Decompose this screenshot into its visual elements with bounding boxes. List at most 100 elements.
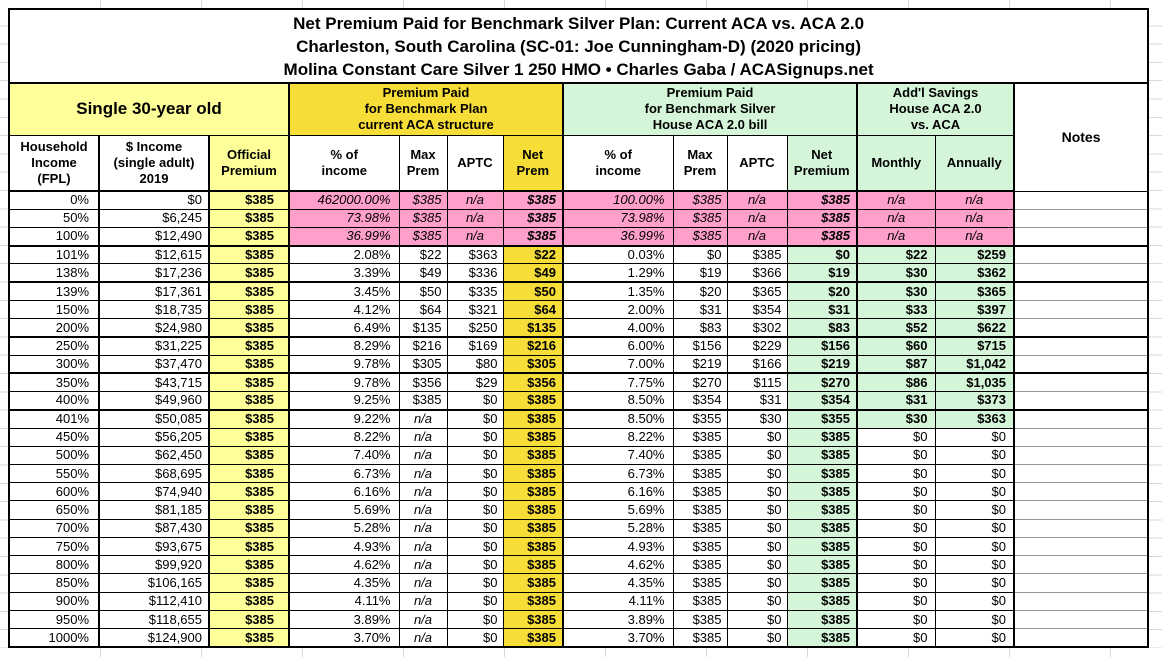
cell-official[interactable]: $385: [208, 609, 290, 630]
cell-aca20-max[interactable]: $354: [672, 391, 728, 411]
cell-income[interactable]: $31,225: [98, 336, 210, 356]
cell-aca-aptc[interactable]: $0: [446, 628, 504, 648]
cell-aca20-net[interactable]: $355: [786, 409, 858, 429]
cell-savings-monthly[interactable]: $52: [856, 318, 936, 338]
cell-aca-aptc[interactable]: $0: [446, 555, 504, 575]
cell-aca-net[interactable]: $385: [502, 427, 564, 447]
column-header-aca-pct-of-income[interactable]: % of income: [288, 134, 400, 192]
cell-aca-net[interactable]: $385: [502, 536, 564, 557]
cell-income[interactable]: $93,675: [98, 536, 210, 557]
cell-savings-annually[interactable]: $0: [934, 591, 1015, 611]
cell-savings-annually[interactable]: n/a: [934, 190, 1015, 210]
cell-aca-max[interactable]: n/a: [398, 482, 448, 502]
cell-income[interactable]: $24,980: [98, 318, 210, 338]
cell-official[interactable]: $385: [208, 318, 290, 338]
cell-official[interactable]: $385: [208, 245, 290, 265]
cell-aca-aptc[interactable]: $363: [446, 245, 504, 265]
cell-aca-pct[interactable]: 4.12%: [288, 299, 400, 320]
cell-notes[interactable]: [1012, 409, 1149, 429]
cell-aca20-net[interactable]: $385: [786, 482, 858, 502]
cell-aca-aptc[interactable]: $0: [446, 518, 504, 538]
cell-official[interactable]: $385: [208, 573, 290, 593]
cell-notes[interactable]: [1012, 336, 1149, 356]
cell-aca-net[interactable]: $385: [502, 391, 564, 411]
cell-aca20-net[interactable]: $385: [786, 628, 858, 648]
column-header-aca20-pct-of-income[interactable]: % of income: [562, 134, 674, 192]
cell-aca-pct[interactable]: 9.22%: [288, 409, 400, 429]
cell-aca20-max[interactable]: $355: [672, 409, 728, 429]
cell-aca20-net[interactable]: $219: [786, 354, 858, 375]
cell-savings-monthly[interactable]: $0: [856, 482, 936, 502]
cell-aca20-max[interactable]: $385: [672, 500, 728, 520]
cell-aca20-aptc[interactable]: $31: [726, 391, 788, 411]
cell-aca20-net[interactable]: $270: [786, 372, 858, 393]
cell-official[interactable]: $385: [208, 372, 290, 393]
cell-fpl[interactable]: 700%: [8, 518, 100, 538]
cell-aca20-pct[interactable]: 4.35%: [562, 573, 674, 593]
cell-income[interactable]: $17,361: [98, 281, 210, 301]
cell-fpl[interactable]: 138%: [8, 263, 100, 284]
cell-aca-aptc[interactable]: $169: [446, 336, 504, 356]
cell-notes[interactable]: [1012, 518, 1149, 538]
cell-aca-aptc[interactable]: $335: [446, 281, 504, 301]
cell-aca-max[interactable]: n/a: [398, 518, 448, 538]
cell-aca20-max[interactable]: $385: [672, 591, 728, 611]
cell-aca20-max[interactable]: $385: [672, 518, 728, 538]
cell-aca-net[interactable]: $385: [502, 573, 564, 593]
cell-savings-annually[interactable]: $373: [934, 391, 1015, 411]
cell-aca20-aptc[interactable]: $30: [726, 409, 788, 429]
cell-official[interactable]: $385: [208, 190, 290, 210]
cell-aca20-net[interactable]: $83: [786, 318, 858, 338]
cell-savings-monthly[interactable]: n/a: [856, 226, 936, 247]
cell-aca20-max[interactable]: $83: [672, 318, 728, 338]
cell-aca-pct[interactable]: 4.35%: [288, 573, 400, 593]
cell-aca-net[interactable]: $385: [502, 409, 564, 429]
cell-fpl[interactable]: 250%: [8, 336, 100, 356]
cell-aca-max[interactable]: $385: [398, 208, 448, 228]
cell-income[interactable]: $12,615: [98, 245, 210, 265]
cell-official[interactable]: $385: [208, 391, 290, 411]
cell-fpl[interactable]: 450%: [8, 427, 100, 447]
cell-savings-annually[interactable]: $362: [934, 263, 1015, 284]
cell-aca20-net[interactable]: $385: [786, 208, 858, 228]
cell-savings-monthly[interactable]: $0: [856, 573, 936, 593]
cell-aca20-pct[interactable]: 5.28%: [562, 518, 674, 538]
cell-aca-max[interactable]: $305: [398, 354, 448, 375]
cell-aca20-aptc[interactable]: $0: [726, 518, 788, 538]
cell-aca20-aptc[interactable]: $302: [726, 318, 788, 338]
cell-fpl[interactable]: 600%: [8, 482, 100, 502]
cell-official[interactable]: $385: [208, 409, 290, 429]
cell-savings-annually[interactable]: n/a: [934, 226, 1015, 247]
cell-aca-net[interactable]: $385: [502, 208, 564, 228]
cell-income[interactable]: $112,410: [98, 591, 210, 611]
cell-aca20-pct[interactable]: 4.62%: [562, 555, 674, 575]
cell-aca20-max[interactable]: $20: [672, 281, 728, 301]
cell-aca20-pct[interactable]: 3.89%: [562, 609, 674, 630]
cell-savings-annually[interactable]: $0: [934, 427, 1015, 447]
cell-aca-aptc[interactable]: $0: [446, 427, 504, 447]
cell-aca20-pct[interactable]: 6.73%: [562, 464, 674, 484]
cell-aca20-net[interactable]: $0: [786, 245, 858, 265]
cell-savings-monthly[interactable]: $0: [856, 628, 936, 648]
section-header-subject[interactable]: Single 30-year old: [8, 82, 290, 136]
cell-aca-aptc[interactable]: $0: [446, 500, 504, 520]
cell-aca20-aptc[interactable]: $0: [726, 427, 788, 447]
cell-aca20-net[interactable]: $385: [786, 464, 858, 484]
cell-aca20-aptc[interactable]: $365: [726, 281, 788, 301]
cell-aca20-net[interactable]: $385: [786, 555, 858, 575]
cell-aca-max[interactable]: n/a: [398, 427, 448, 447]
cell-aca20-net[interactable]: $385: [786, 226, 858, 247]
cell-aca-pct[interactable]: 9.25%: [288, 391, 400, 411]
cell-notes[interactable]: [1012, 500, 1149, 520]
cell-aca-pct[interactable]: 3.89%: [288, 609, 400, 630]
cell-income[interactable]: $12,490: [98, 226, 210, 247]
cell-official[interactable]: $385: [208, 518, 290, 538]
cell-aca-max[interactable]: $385: [398, 226, 448, 247]
cell-aca20-pct[interactable]: 2.00%: [562, 299, 674, 320]
cell-aca-net[interactable]: $385: [502, 609, 564, 630]
cell-aca-aptc[interactable]: $250: [446, 318, 504, 338]
cell-official[interactable]: $385: [208, 208, 290, 228]
cell-aca20-pct[interactable]: 6.16%: [562, 482, 674, 502]
cell-aca-net[interactable]: $385: [502, 591, 564, 611]
cell-income[interactable]: $81,185: [98, 500, 210, 520]
